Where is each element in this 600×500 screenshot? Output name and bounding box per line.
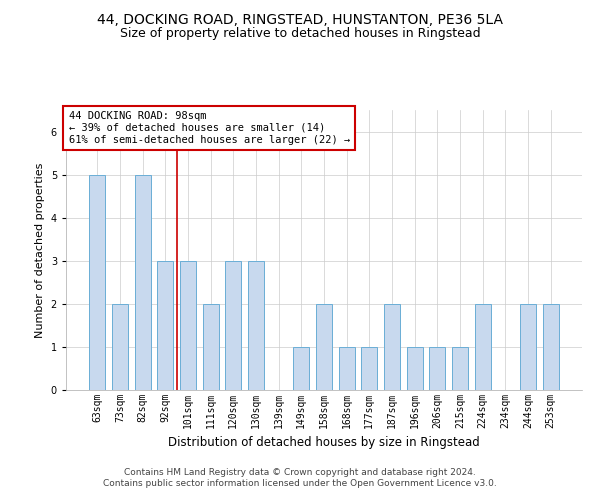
Bar xyxy=(384,304,400,390)
Bar xyxy=(520,304,536,390)
Bar xyxy=(316,304,332,390)
Bar xyxy=(135,174,151,390)
Bar xyxy=(248,261,264,390)
Text: 44, DOCKING ROAD, RINGSTEAD, HUNSTANTON, PE36 5LA: 44, DOCKING ROAD, RINGSTEAD, HUNSTANTON,… xyxy=(97,12,503,26)
Bar xyxy=(89,174,106,390)
Bar xyxy=(475,304,491,390)
Bar xyxy=(203,304,218,390)
Text: Size of property relative to detached houses in Ringstead: Size of property relative to detached ho… xyxy=(119,28,481,40)
X-axis label: Distribution of detached houses by size in Ringstead: Distribution of detached houses by size … xyxy=(168,436,480,450)
Text: Contains HM Land Registry data © Crown copyright and database right 2024.
Contai: Contains HM Land Registry data © Crown c… xyxy=(103,468,497,487)
Bar xyxy=(112,304,128,390)
Bar xyxy=(293,347,309,390)
Bar xyxy=(407,347,422,390)
Bar xyxy=(361,347,377,390)
Bar xyxy=(452,347,468,390)
Bar xyxy=(339,347,355,390)
Bar xyxy=(226,261,241,390)
Bar xyxy=(542,304,559,390)
Y-axis label: Number of detached properties: Number of detached properties xyxy=(35,162,45,338)
Bar xyxy=(157,261,173,390)
Text: 44 DOCKING ROAD: 98sqm
← 39% of detached houses are smaller (14)
61% of semi-det: 44 DOCKING ROAD: 98sqm ← 39% of detached… xyxy=(68,112,350,144)
Bar xyxy=(180,261,196,390)
Bar xyxy=(430,347,445,390)
